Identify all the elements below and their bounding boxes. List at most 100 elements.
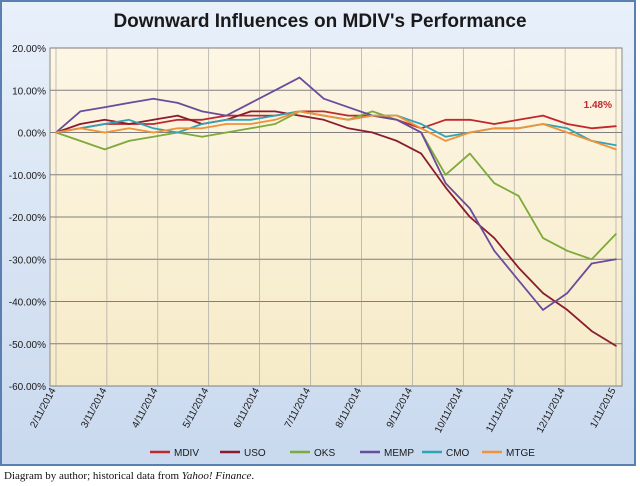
data-point-memp	[298, 76, 301, 79]
x-tick-label: 3/11/2014	[79, 386, 109, 430]
legend-label-mtge: MTGE	[506, 448, 535, 459]
data-point-cmo	[176, 131, 179, 134]
data-point-mtge	[493, 127, 496, 130]
y-tick-label: -10.00%	[9, 171, 46, 182]
caption-source: Yahoo! Finance	[181, 470, 252, 482]
y-tick-label: 10.00%	[12, 86, 46, 97]
data-point-cmo	[274, 114, 276, 117]
data-point-mdiv	[493, 123, 496, 125]
series-line-memp	[55, 76, 617, 311]
data-point-mtge	[371, 114, 374, 117]
data-point-oks	[542, 237, 544, 239]
data-point-mdiv	[517, 119, 520, 121]
data-point-cmo	[444, 135, 447, 138]
data-point-uso	[79, 123, 82, 125]
x-tick-label: 1/11/2015	[588, 386, 618, 430]
data-point-mtge	[128, 127, 130, 130]
data-point-mtge	[323, 114, 325, 117]
data-point-mdiv	[249, 114, 252, 117]
line-chart: 20.00% 10.00% 0.00% -10.00% -20.00% -30.00% -4…	[9, 44, 623, 459]
data-point-uso	[396, 140, 398, 142]
data-point-mdiv	[542, 114, 544, 117]
y-tick-label: -40.00%	[9, 298, 46, 309]
data-point-oks	[444, 173, 447, 176]
data-point-uso	[469, 216, 471, 218]
data-point-mtge	[176, 127, 179, 130]
data-point-uso	[420, 152, 423, 155]
data-point-memp	[517, 279, 520, 282]
x-tick-label: 6/11/2014	[232, 386, 262, 430]
data-point-uso	[103, 119, 106, 121]
data-point-uso	[590, 330, 593, 332]
data-point-memp	[420, 131, 423, 134]
data-point-mdiv	[615, 125, 617, 128]
data-point-mtge	[590, 140, 593, 142]
data-point-mdiv	[590, 127, 593, 130]
y-axis-ticks: 20.00% 10.00% 0.00% -10.00% -20.00% -30.00% -4…	[9, 44, 46, 393]
data-point-memp	[103, 106, 106, 108]
data-point-mtge	[615, 148, 617, 151]
data-point-mdiv	[201, 119, 203, 121]
data-point-oks	[469, 152, 471, 155]
data-point-mdiv	[323, 110, 325, 113]
chart-frame: Downward Influences on MDIV's Performanc…	[0, 0, 636, 466]
data-point-memp	[396, 119, 398, 121]
y-tick-label: -60.00%	[9, 382, 46, 393]
legend-label-uso: USO	[244, 448, 266, 459]
data-point-mdiv	[566, 123, 569, 125]
data-point-memp	[201, 110, 203, 113]
x-tick-label: 4/11/2014	[130, 386, 160, 430]
data-point-memp	[152, 97, 155, 100]
x-tick-label: 9/11/2014	[385, 386, 415, 430]
y-tick-label: -20.00%	[9, 213, 46, 224]
data-point-mdiv	[469, 119, 471, 121]
legend-label-cmo: CMO	[446, 448, 470, 459]
x-tick-label: 5/11/2014	[181, 386, 211, 430]
data-point-mtge	[55, 131, 57, 134]
data-point-uso	[371, 131, 374, 134]
data-point-memp	[79, 110, 82, 113]
data-point-memp	[225, 114, 228, 117]
x-tick-label: 10/11/2014	[433, 386, 466, 435]
data-point-oks	[152, 135, 155, 138]
data-point-mdiv	[152, 123, 155, 125]
legend-label-mdiv: MDIV	[174, 448, 199, 459]
mdiv-value-annotation: 1.48%	[584, 100, 612, 111]
data-point-mtge	[517, 127, 520, 130]
data-point-uso	[444, 186, 447, 189]
series-line-mtge	[55, 110, 617, 151]
data-point-oks	[493, 182, 496, 184]
data-point-uso	[274, 110, 276, 113]
data-point-uso	[566, 309, 569, 311]
data-point-memp	[176, 102, 179, 104]
data-point-mtge	[420, 127, 423, 130]
data-point-cmo	[103, 123, 106, 125]
caption: Diagram by author; historical data from …	[4, 470, 254, 482]
data-point-uso	[128, 123, 130, 125]
data-point-cmo	[152, 127, 155, 130]
series-line-mdiv	[55, 110, 617, 134]
y-tick-label: -30.00%	[9, 255, 46, 266]
data-point-uso	[615, 345, 617, 347]
data-point-oks	[274, 123, 276, 125]
data-point-oks	[128, 140, 130, 142]
data-point-cmo	[201, 123, 203, 125]
data-point-mtge	[79, 127, 82, 130]
data-point-mtge	[103, 131, 106, 134]
data-point-mtge	[542, 123, 544, 125]
data-point-memp	[493, 250, 496, 252]
data-point-memp	[347, 106, 349, 108]
data-point-mtge	[396, 114, 398, 117]
data-point-uso	[249, 110, 252, 113]
data-point-memp	[128, 102, 130, 104]
data-point-oks	[590, 258, 593, 261]
data-point-oks	[566, 250, 569, 252]
x-tick-label: 8/11/2014	[334, 386, 364, 430]
data-point-memp	[566, 292, 569, 294]
data-point-mtge	[225, 123, 228, 125]
data-point-oks	[103, 148, 106, 151]
legend-label-memp: MEMP	[384, 448, 414, 459]
data-point-mtge	[566, 131, 569, 134]
data-point-mtge	[152, 131, 155, 134]
x-tick-label: 7/11/2014	[283, 386, 313, 430]
